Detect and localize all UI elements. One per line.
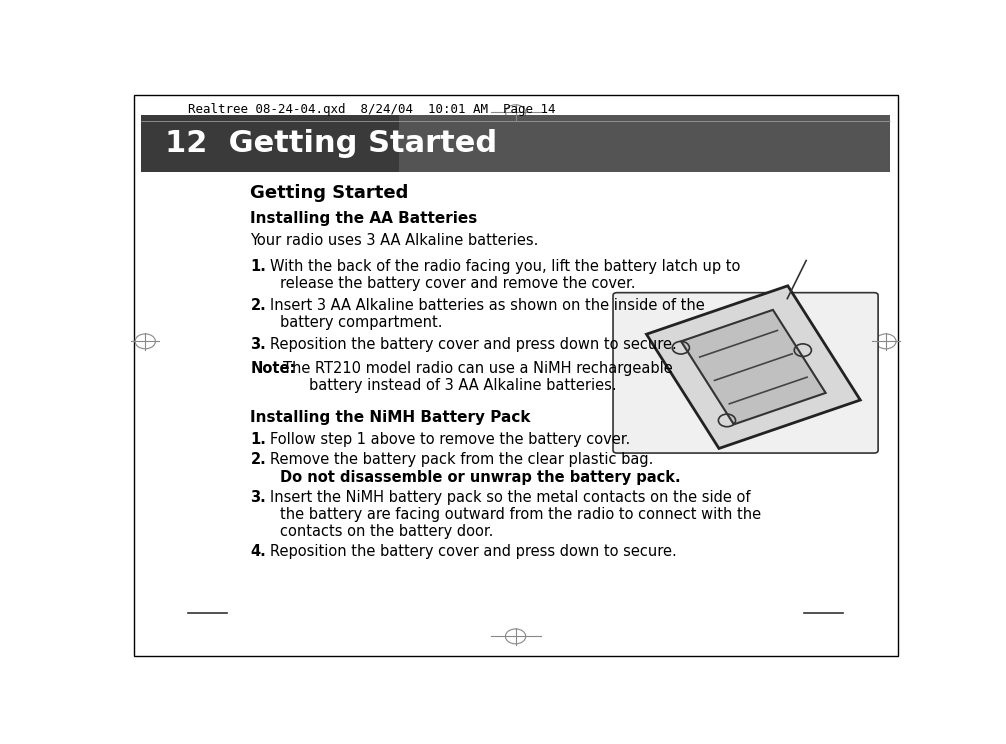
Polygon shape [647, 286, 860, 449]
Bar [141, 115, 889, 173]
Polygon shape [681, 310, 826, 424]
Text: The RT210 model radio can use a NiMH rechargeable: The RT210 model radio can use a NiMH rec… [284, 361, 673, 376]
Text: Do not disassemble or unwrap the battery pack.: Do not disassemble or unwrap the battery… [280, 469, 681, 484]
Text: Your radio uses 3 AA Alkaline batteries.: Your radio uses 3 AA Alkaline batteries. [250, 233, 539, 248]
Text: Installing the NiMH Battery Pack: Installing the NiMH Battery Pack [250, 409, 531, 425]
Text: Insert the NiMH battery pack so the metal contacts on the side of: Insert the NiMH battery pack so the meta… [270, 490, 750, 504]
Text: Realtree 08-24-04.qxd  8/24/04  10:01 AM  Page 14: Realtree 08-24-04.qxd 8/24/04 10:01 AM P… [188, 103, 555, 116]
Text: 2.: 2. [250, 452, 267, 467]
Text: 3.: 3. [250, 337, 267, 352]
Text: battery compartment.: battery compartment. [280, 315, 443, 330]
Text: contacts on the battery door.: contacts on the battery door. [280, 524, 494, 539]
Text: battery instead of 3 AA Alkaline batteries.: battery instead of 3 AA Alkaline batteri… [309, 378, 617, 393]
Text: the battery are facing outward from the radio to connect with the: the battery are facing outward from the … [280, 507, 762, 522]
Text: 12  Getting Started: 12 Getting Started [165, 129, 497, 158]
Bar [398, 115, 889, 173]
Text: Reposition the battery cover and press down to secure.: Reposition the battery cover and press d… [270, 337, 677, 352]
Text: 1.: 1. [250, 432, 267, 447]
Text: 1.: 1. [250, 259, 267, 274]
FancyBboxPatch shape [613, 292, 878, 453]
Text: Insert 3 AA Alkaline batteries as shown on the inside of the: Insert 3 AA Alkaline batteries as shown … [270, 298, 705, 312]
Text: 3.: 3. [250, 490, 267, 504]
Text: Note:: Note: [250, 361, 296, 376]
Text: Installing the AA Batteries: Installing the AA Batteries [250, 211, 478, 226]
Text: Follow step 1 above to remove the battery cover.: Follow step 1 above to remove the batter… [270, 432, 630, 447]
Text: 4.: 4. [250, 544, 267, 559]
Text: Remove the battery pack from the clear plastic bag.: Remove the battery pack from the clear p… [270, 452, 653, 467]
Text: With the back of the radio facing you, lift the battery latch up to: With the back of the radio facing you, l… [270, 259, 740, 274]
Text: 2.: 2. [250, 298, 267, 312]
Text: release the battery cover and remove the cover.: release the battery cover and remove the… [280, 276, 636, 291]
Text: Getting Started: Getting Started [250, 184, 408, 202]
Text: Reposition the battery cover and press down to secure.: Reposition the battery cover and press d… [270, 544, 677, 559]
